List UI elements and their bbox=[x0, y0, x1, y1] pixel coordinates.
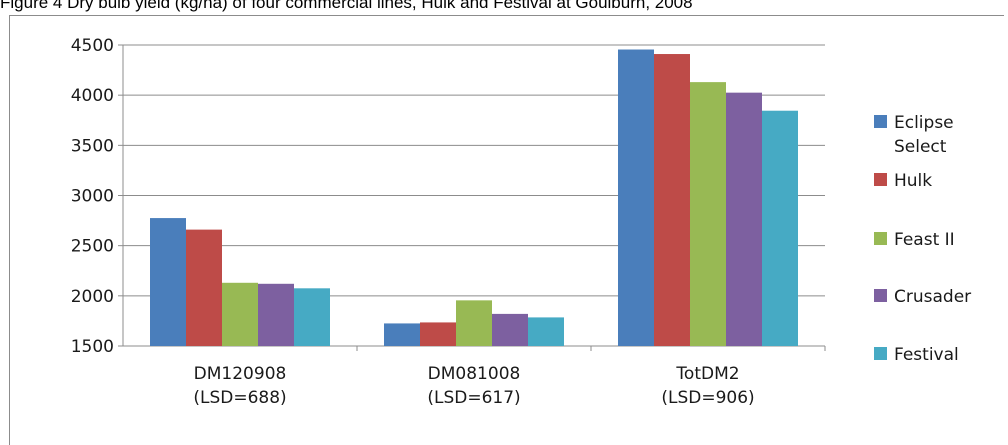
x-tick-label: (LSD=906) bbox=[661, 388, 754, 408]
bar bbox=[762, 110, 798, 347]
y-tick-label: 3000 bbox=[71, 187, 114, 207]
bar bbox=[726, 92, 762, 347]
bar bbox=[150, 218, 186, 346]
y-tick-label: 4500 bbox=[71, 36, 114, 56]
bar bbox=[258, 283, 294, 346]
bar bbox=[456, 300, 492, 346]
bar bbox=[654, 54, 690, 346]
bar bbox=[384, 323, 420, 346]
x-tick-label: (LSD=688) bbox=[193, 388, 286, 408]
chart-frame bbox=[9, 15, 1004, 445]
legend-swatch bbox=[874, 173, 887, 186]
y-tick-label: 4000 bbox=[71, 86, 114, 106]
bar bbox=[420, 322, 456, 346]
bar bbox=[618, 49, 654, 346]
legend-label: Eclipse bbox=[894, 113, 954, 133]
legend-label: Hulk bbox=[894, 171, 932, 191]
y-tick-label: 2500 bbox=[71, 237, 114, 257]
y-tick-label: 3500 bbox=[71, 136, 114, 156]
bar bbox=[528, 317, 564, 346]
bar bbox=[294, 288, 330, 346]
legend-swatch bbox=[874, 289, 887, 302]
x-tick-label: (LSD=617) bbox=[427, 388, 520, 408]
legend-label: Crusader bbox=[894, 287, 971, 307]
bar bbox=[492, 313, 528, 346]
legend-swatch bbox=[874, 115, 887, 128]
legend-label: Select bbox=[894, 137, 947, 157]
figure-caption: Figure 4 Dry bulb yield (kg/ha) of four … bbox=[0, 0, 693, 12]
legend-swatch bbox=[874, 232, 887, 245]
bar bbox=[690, 82, 726, 346]
x-tick-label: DM081008 bbox=[428, 364, 521, 384]
x-tick-label: DM120908 bbox=[194, 364, 287, 384]
legend-label: Feast II bbox=[894, 230, 955, 250]
x-tick-label: TotDM2 bbox=[675, 364, 739, 384]
legend-label: Festival bbox=[894, 345, 959, 365]
y-tick-label: 2000 bbox=[71, 287, 114, 307]
bar bbox=[222, 282, 258, 346]
bar bbox=[186, 229, 222, 346]
legend-swatch bbox=[874, 347, 887, 360]
y-tick-label: 1500 bbox=[71, 337, 114, 357]
